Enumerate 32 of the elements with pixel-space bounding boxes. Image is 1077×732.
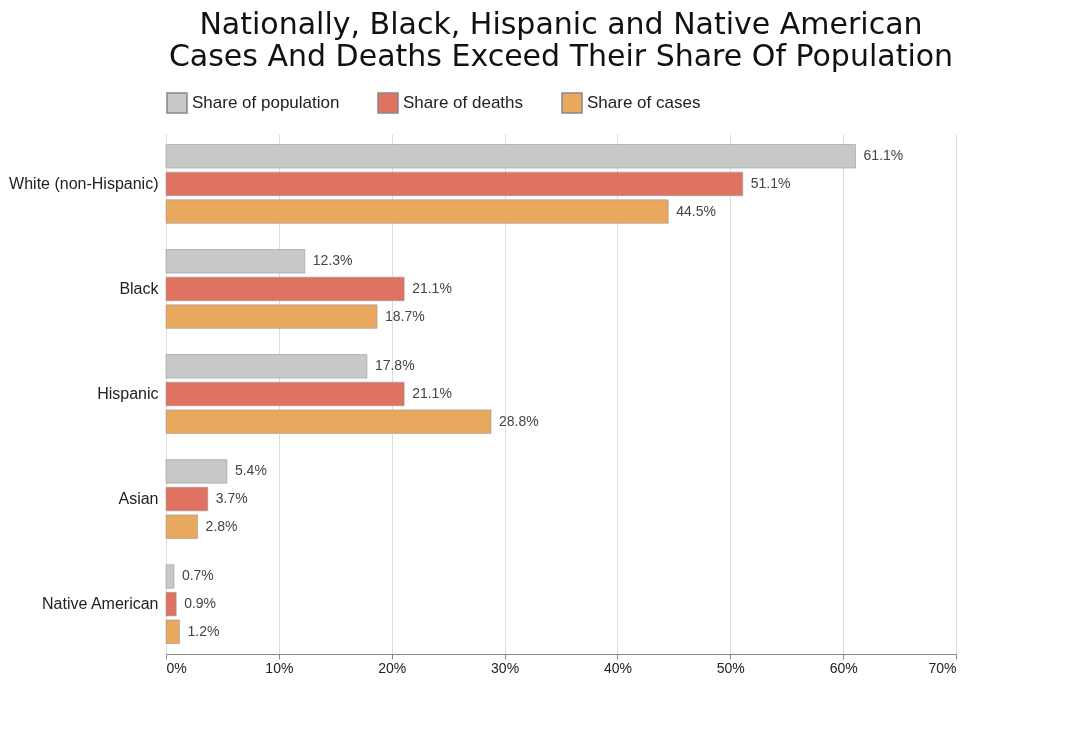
data-label: 51.1%: [750, 174, 791, 191]
legend-label: Share of deaths: [403, 93, 524, 112]
chart-title: Nationally, Black, Hispanic and Native American Cases And Deaths Exceed Their Share Of Population: [168, 6, 954, 73]
data-label: 1.2%: [187, 622, 220, 639]
x-tick-label: 70%: [928, 659, 957, 676]
legend-label: Share of cases: [587, 93, 701, 112]
data-label: 3.7%: [215, 490, 248, 507]
y-tick-label: White (non-Hispanic): [9, 174, 159, 192]
x-tick-label: 10%: [265, 659, 294, 676]
y-tick-label: Black: [119, 279, 160, 297]
data-label: 17.8%: [374, 357, 415, 374]
y-tick-label: Native American: [42, 595, 159, 613]
data-label: 61.1%: [863, 147, 904, 164]
data-label: 0.9%: [184, 595, 217, 612]
data-label: 2.8%: [205, 517, 238, 534]
data-label: 18.7%: [385, 307, 425, 324]
data-label: 0.7%: [181, 567, 214, 584]
x-tick-label: 20%: [378, 659, 407, 676]
data-label: 44.5%: [676, 202, 716, 219]
data-label: 28.8%: [499, 412, 539, 429]
x-tick-label: 0%: [166, 659, 187, 676]
x-tick-label: 60%: [829, 659, 858, 676]
data-label: 21.1%: [412, 279, 452, 296]
x-tick-label: 30%: [491, 659, 520, 676]
data-label: 12.3%: [312, 252, 353, 269]
y-tick-label: Asian: [118, 490, 159, 508]
x-tick-label: 50%: [716, 659, 745, 676]
y-tick-label: Hispanic: [97, 385, 159, 402]
legend-label: Share of population: [192, 93, 340, 112]
data-label: 21.1%: [412, 385, 452, 401]
data-label: 5.4%: [234, 462, 267, 479]
x-tick-label: 40%: [603, 659, 632, 676]
